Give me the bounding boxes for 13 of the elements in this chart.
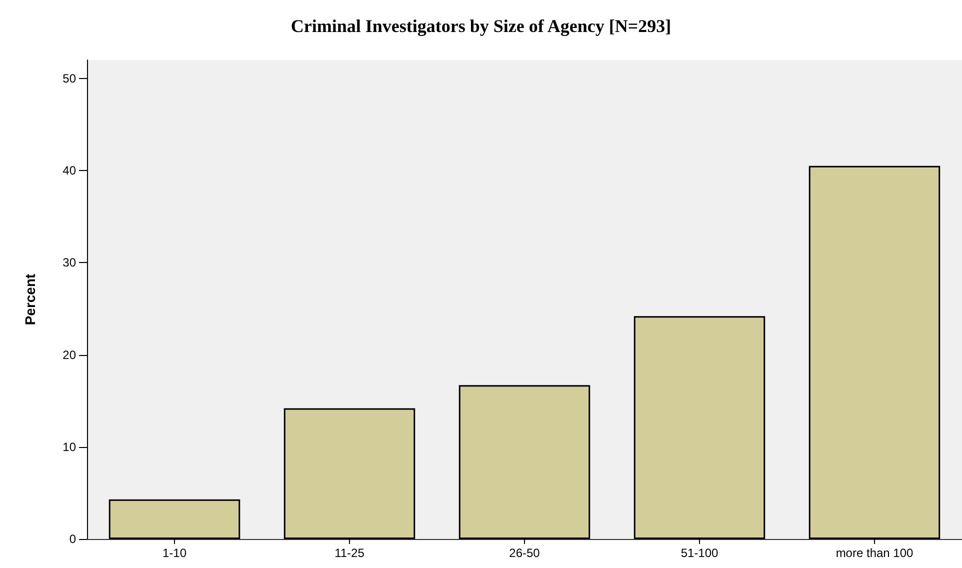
x-tick-label: 26-50 — [509, 546, 540, 560]
chart-title: Criminal Investigators by Size of Agency [N=293] — [290, 16, 672, 36]
y-tick-label: 30 — [62, 256, 76, 270]
x-tick-label: 1-10 — [162, 546, 187, 560]
y-tick-label: 10 — [62, 440, 76, 454]
y-axis-title: Percent — [22, 273, 38, 326]
y-tick-label: 50 — [62, 71, 76, 86]
y-tick-label: 0 — [69, 532, 76, 546]
x-tick-label: 51-100 — [680, 546, 719, 560]
y-tick-label: 40 — [62, 164, 76, 178]
x-tick-label: more than 100 — [836, 546, 914, 560]
x-tick-label: 11-25 — [334, 546, 365, 560]
y-tick-label: 20 — [62, 348, 76, 362]
